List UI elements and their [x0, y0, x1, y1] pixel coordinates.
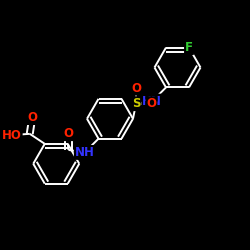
Text: O: O: [64, 127, 74, 140]
Text: O: O: [131, 82, 141, 95]
Text: F: F: [185, 41, 193, 54]
Text: O: O: [27, 111, 37, 124]
Text: HN: HN: [142, 95, 162, 108]
Text: HO: HO: [2, 128, 22, 141]
Text: S: S: [132, 97, 140, 110]
Text: NH: NH: [75, 146, 95, 159]
Text: O: O: [146, 97, 156, 110]
